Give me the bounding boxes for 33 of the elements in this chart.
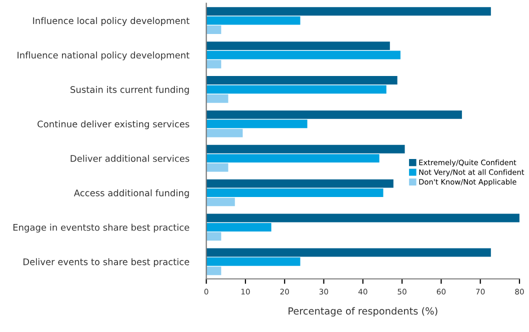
bar <box>206 110 462 119</box>
bar <box>206 94 228 103</box>
bar <box>206 128 243 138</box>
bar <box>206 257 300 266</box>
bar <box>206 163 228 172</box>
bar <box>206 120 308 128</box>
bar <box>206 60 222 68</box>
y-tick-label: Deliver additional services <box>70 154 190 162</box>
y-tick-label: Access additional funding <box>74 189 189 198</box>
bar <box>206 154 380 163</box>
bar <box>206 248 491 257</box>
bar <box>206 144 405 154</box>
bar <box>206 76 398 84</box>
bar <box>206 50 400 60</box>
y-tick-label: Influence national policy development <box>18 52 190 60</box>
bar <box>206 16 300 25</box>
bar <box>206 179 394 188</box>
bar <box>206 26 222 34</box>
bar <box>206 198 235 206</box>
bar <box>206 214 520 222</box>
y-tick-label: Deliver events to share best practice <box>24 258 190 267</box>
x-axis-title: Percentage of respondents (%) <box>288 307 438 317</box>
y-tick-label: Sustain its current funding <box>70 86 189 95</box>
y-tick-label: Engage in eventsto share best practice <box>13 224 190 233</box>
bar <box>206 42 390 50</box>
bar <box>206 188 384 197</box>
bar <box>206 266 222 276</box>
y-tick-label: Continue deliver existing services <box>38 120 190 130</box>
bar <box>206 85 386 94</box>
y-tick-label: Influence local policy development <box>33 17 190 26</box>
bar <box>206 7 491 16</box>
bar <box>206 222 272 232</box>
bar <box>206 232 222 241</box>
